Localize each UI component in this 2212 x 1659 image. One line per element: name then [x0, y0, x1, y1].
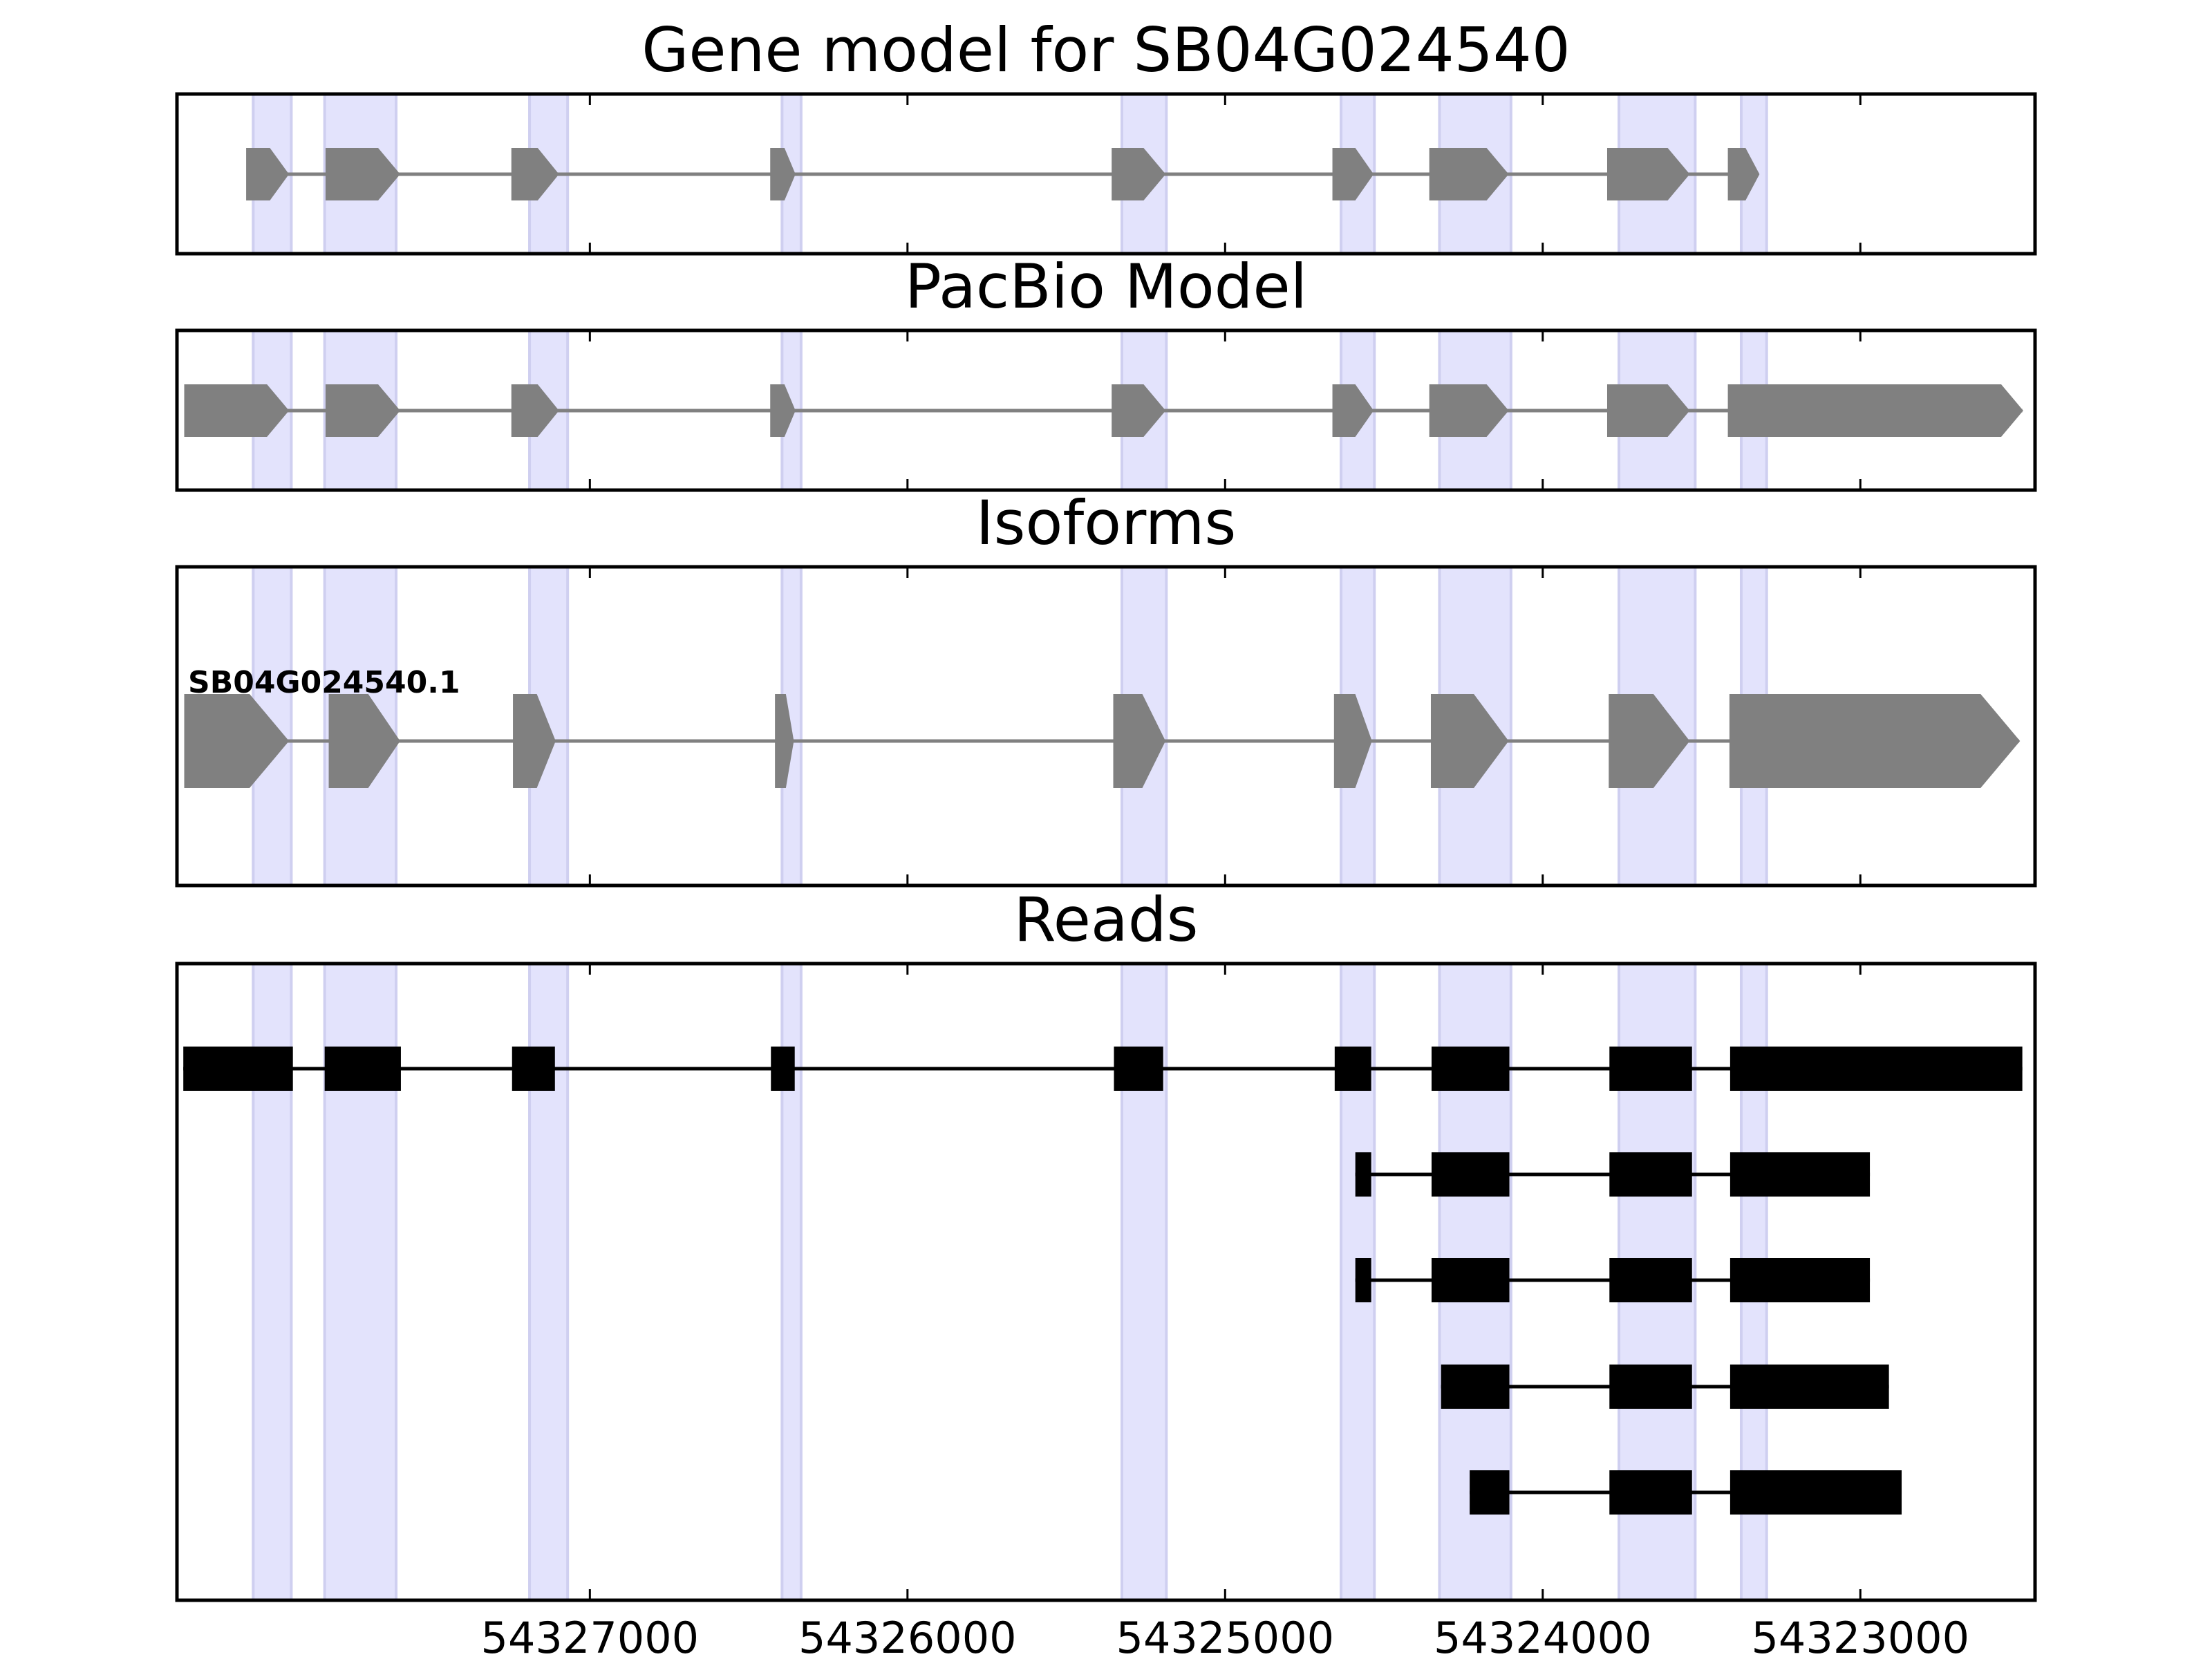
exon-arrow [1606, 384, 1690, 437]
exon-arrow [184, 694, 290, 788]
read-exon [1334, 1047, 1371, 1091]
x-tick-label: 54324000 [1434, 1613, 1652, 1659]
x-tick-label: 54327000 [481, 1613, 700, 1659]
read-exon [1441, 1365, 1510, 1409]
x-axis: 54327000 54326000 54325000 54324000 54323000 [481, 1613, 1970, 1659]
x-tick-label: 54325000 [1116, 1613, 1335, 1659]
read-exon [1609, 1365, 1692, 1409]
exon-arrow [328, 694, 400, 788]
panel-title: Reads [1014, 884, 1199, 955]
exon-arrow [1609, 694, 1690, 788]
panel-title: PacBio Model [905, 251, 1307, 322]
exon-arrow [184, 384, 290, 437]
exon-arrow [325, 384, 400, 437]
read-exon [1470, 1470, 1510, 1515]
read-exon [1730, 1365, 1889, 1409]
x-tick-label: 54326000 [798, 1613, 1017, 1659]
exon-arrow [1729, 694, 2021, 788]
exon-arrow [1113, 694, 1166, 788]
read-exon [1730, 1258, 1871, 1302]
read-exon [1609, 1470, 1692, 1515]
panel-pacbio-model: PacBio Model [175, 251, 2037, 492]
isoform-label: SB04G024540.1 [188, 665, 460, 700]
exon-arrow [1727, 384, 2023, 437]
exon-arrow [513, 694, 556, 788]
exon-arrow [1112, 148, 1166, 200]
read-exon [1609, 1258, 1692, 1302]
read-exon [771, 1047, 795, 1091]
exon-arrow [1112, 384, 1166, 437]
panel-gene-model: Gene model for SB04G024540 [175, 15, 2037, 256]
exon-arrow [1332, 148, 1374, 200]
read-exon [1431, 1258, 1510, 1302]
panel-frame [175, 565, 2037, 888]
read-exon [1730, 1470, 1902, 1515]
panel-frame [175, 328, 2037, 492]
exon-arrow [325, 148, 400, 200]
exon-arrow [511, 384, 559, 437]
exon-arrow [1606, 148, 1690, 200]
read-exon [1431, 1047, 1510, 1091]
exon-arrow [1429, 148, 1509, 200]
panel-isoforms: Isoforms SB04G024540.1 [175, 487, 2037, 888]
exon-arrow [1430, 694, 1509, 788]
panel-frame [175, 92, 2037, 256]
read-exon [1431, 1152, 1510, 1197]
exon-arrow [770, 148, 796, 200]
exon-arrow [246, 148, 290, 200]
read-exon [1114, 1047, 1163, 1091]
read-exon [1609, 1152, 1692, 1197]
read-exon [324, 1047, 401, 1091]
panel-reads: Reads [175, 884, 2037, 1602]
read-exon [512, 1047, 555, 1091]
exon-arrow [1727, 148, 1760, 200]
exon-arrow [775, 694, 794, 788]
exon-arrow [1429, 384, 1509, 437]
panel-frame [175, 962, 2037, 1602]
exon-arrow [770, 384, 796, 437]
exon-arrow [511, 148, 559, 200]
x-tick-label: 54323000 [1751, 1613, 1969, 1659]
read-exon [183, 1047, 293, 1091]
read-exon [1355, 1152, 1371, 1197]
exon-arrow [1333, 694, 1372, 788]
read-exon [1730, 1152, 1871, 1197]
panel-title: Gene model for SB04G024540 [641, 15, 1571, 86]
panel-title: Isoforms [976, 487, 1237, 559]
exon-arrow [1332, 384, 1374, 437]
read-exon [1355, 1258, 1371, 1302]
read-exon [1730, 1047, 2023, 1091]
read-exon [1609, 1047, 1692, 1091]
